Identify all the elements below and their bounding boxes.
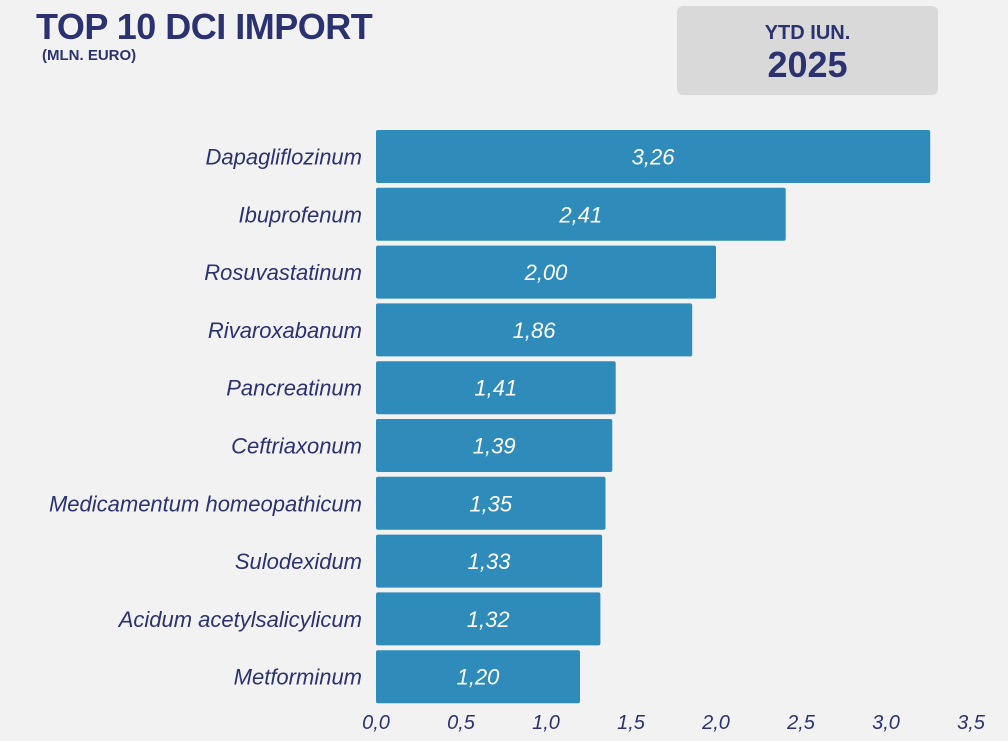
category-label: Metforminum [234,665,362,690]
bar [376,650,580,704]
x-tick-label: 3,5 [957,712,986,734]
bar-value-label: 2,41 [558,202,602,227]
category-label: Sulodexidum [235,549,362,574]
x-tick-label: 0,5 [447,712,476,734]
period-badge: YTD IUN. 2025 [677,6,938,95]
bar [376,476,606,530]
bar-value-label: 1,35 [469,491,513,516]
period-year: 2025 [767,44,848,85]
bar-value-label: 1,39 [473,434,516,459]
bar-value-label: 1,20 [457,665,501,690]
x-tick-label: 2,5 [786,712,816,734]
x-tick-label: 1,5 [617,712,646,734]
category-label: Rosuvastatinum [204,260,362,285]
bar [376,361,616,415]
bar-value-label: 1,86 [513,318,557,343]
bar-value-label: 2,00 [524,260,569,285]
category-label: Acidum acetylsalicylicum [117,607,362,632]
bar [376,187,786,241]
category-label: Rivaroxabanum [208,318,362,343]
category-label: Ceftriaxonum [231,434,362,459]
category-label: Dapagliflozinum [205,145,362,170]
category-label: Medicamentum homeopathicum [49,491,362,516]
bar-value-label: 1,41 [474,376,517,401]
bar-value-label: 3,26 [632,145,676,170]
bar-value-label: 1,32 [467,607,510,632]
bar [376,534,603,588]
bar [376,592,601,646]
page-title: TOP 10 DCI IMPORT [36,6,373,47]
category-label: Pancreatinum [226,376,362,401]
x-tick-label: 2,0 [701,712,730,734]
bar [376,130,931,183]
bar [376,419,613,472]
bar [376,303,693,357]
x-tick-label: 3,0 [872,712,900,734]
bar [376,245,716,299]
x-tick-label: 0,0 [362,712,390,734]
category-label: Ibuprofenum [238,202,362,227]
bar-value-label: 1,33 [468,549,512,574]
period-label: YTD IUN. [764,22,851,44]
page-subtitle: (MLN. EURO) [42,47,137,64]
x-tick-label: 1,0 [532,712,560,734]
